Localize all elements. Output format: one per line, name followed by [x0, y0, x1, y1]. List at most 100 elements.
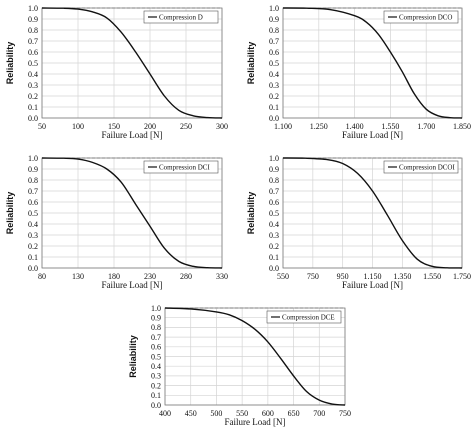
chart-4-ytick-label-6: 0.6	[269, 198, 279, 207]
chart-2-frame	[282, 7, 463, 119]
chart-2-xtick-label-1: 1.250	[310, 122, 328, 131]
chart-1-xlabel: Failure Load [N]	[102, 130, 163, 140]
chart-3-ylabel: Reliability	[5, 192, 15, 235]
chart-3-ytick-label-2: 0.2	[28, 242, 38, 251]
chart-3-xtick-label-3: 230	[144, 272, 156, 281]
chart-2-ytick-label-1: 0.1	[269, 103, 279, 112]
chart-5-ytick-label-0: 0.0	[151, 401, 161, 410]
chart-1-xtick-label-1: 100	[72, 122, 84, 131]
chart-3-ytick-label-5: 0.5	[28, 209, 38, 218]
chart-5-ytick-label-10: 1.0	[151, 304, 161, 313]
chart-5-ytick-label-1: 0.1	[151, 391, 161, 400]
chart-4-ytick-label-1: 0.1	[269, 253, 279, 262]
chart-2-xtick-label-0: 1.100	[274, 122, 292, 131]
chart-5-ytick-label-5: 0.5	[151, 352, 161, 361]
chart-1-ytick-label-9: 0.9	[28, 15, 38, 24]
chart-3-ytick-label-8: 0.8	[28, 176, 38, 185]
chart-5-ytick-label-8: 0.8	[151, 323, 161, 332]
chart-3-xtick-label-0: 80	[38, 272, 46, 281]
chart-3-ytick-label-7: 0.7	[28, 187, 38, 196]
chart-2-ytick-label-8: 0.8	[269, 26, 279, 35]
chart-4-ytick-label-7: 0.7	[269, 187, 279, 196]
chart-3-xlabel: Failure Load [N]	[102, 280, 163, 290]
chart-5-legend: Compression DCE	[266, 310, 342, 324]
chart-5-xtick-label-7: 750	[339, 409, 351, 418]
chart-4-ytick-label-3: 0.3	[269, 231, 279, 240]
chart-4-xtick-label-4: 1.350	[393, 272, 411, 281]
chart-4-ytick-label-0: 0.0	[269, 264, 279, 273]
chart-1-ytick-label-10: 1.0	[28, 4, 38, 13]
chart-5-ytick-label-7: 0.7	[151, 333, 161, 342]
chart-4-ytick-label-5: 0.5	[269, 209, 279, 218]
chart-2-ytick-label-2: 0.2	[269, 92, 279, 101]
chart-3-series-line-0	[41, 157, 223, 269]
chart-1-ytick-label-2: 0.2	[28, 92, 38, 101]
chart-2-xlabel: Failure Load [N]	[342, 130, 403, 140]
chart-3-ytick-label-3: 0.3	[28, 231, 38, 240]
chart-3-frame	[41, 157, 223, 269]
chart-2-ytick-label-5: 0.5	[269, 59, 279, 68]
chart-3: 0.0 0.1 0.2 0.3 0.4 0.5 0.6 0.7 0.8 0.9 1.0 80 130 18…	[5, 154, 228, 290]
chart-2-legend-label: Compression DCO	[399, 14, 452, 22]
chart-1-xtick-label-3: 200	[144, 122, 156, 131]
chart-5-xtick-label-1: 450	[185, 409, 197, 418]
chart-5-xlabel: Failure Load [N]	[225, 417, 286, 427]
chart-5-xtick-label-5: 650	[288, 409, 300, 418]
chart-4-xtick-label-6: 1.750	[453, 272, 471, 281]
chart-3-ytick-label-4: 0.4	[28, 220, 38, 229]
chart-1-series-line-0	[41, 7, 223, 119]
chart-5-legend-label: Compression DCE	[282, 314, 335, 322]
chart-1-xtick-label-2: 150	[108, 122, 120, 131]
chart-5-ytick-label-3: 0.3	[151, 372, 161, 381]
chart-4-xtick-label-1: 750	[307, 272, 319, 281]
chart-5-xtick-label-2: 500	[210, 409, 222, 418]
chart-3-ytick-label-0: 0.0	[28, 264, 38, 273]
chart-2: 0.0 0.1 0.2 0.3 0.4 0.5 0.6 0.7 0.8 0.9 1.0 1.100 1.…	[246, 4, 471, 140]
chart-4-legend-box	[383, 160, 459, 174]
chart-1-legend: Compression D	[143, 10, 219, 24]
chart-1-ytick-label-8: 0.8	[28, 26, 38, 35]
chart-3-legend-box	[143, 160, 219, 174]
chart-1: 0.0 0.1 0.2 0.3 0.4 0.5 0.6 0.7 0.8 0.9 1.0 50 100 15…	[5, 4, 228, 140]
chart-2-ytick-label-10: 1.0	[269, 4, 279, 13]
chart-3-ytick-label-9: 0.9	[28, 165, 38, 174]
chart-5-frame	[164, 307, 346, 406]
chart-1-ytick-label-0: 0.0	[28, 114, 38, 123]
chart-5-ytick-label-2: 0.2	[151, 381, 161, 390]
chart-3-xtick-label-1: 130	[72, 272, 84, 281]
chart-2-ytick-label-0: 0.0	[269, 114, 279, 123]
chart-2-xtick-label-5: 1.850	[453, 122, 471, 131]
chart-5-ytick-label-9: 0.9	[151, 314, 161, 323]
chart-5-xtick-label-0: 400	[159, 409, 171, 418]
chart-1-ytick-label-6: 0.6	[28, 48, 38, 57]
chart-4-ytick-label-8: 0.8	[269, 176, 279, 185]
chart-2-ytick-label-4: 0.4	[269, 70, 279, 79]
chart-2-ytick-label-6: 0.6	[269, 48, 279, 57]
chart-3-xtick-label-2: 180	[108, 272, 120, 281]
chart-1-xtick-label-5: 300	[216, 122, 228, 131]
chart-1-legend-box	[143, 10, 219, 24]
chart-5-xtick-label-4: 600	[262, 409, 274, 418]
chart-4-ytick-label-4: 0.4	[269, 220, 279, 229]
chart-1-ytick-label-7: 0.7	[28, 37, 38, 46]
chart-3-legend: Compression DCI	[143, 160, 219, 174]
chart-2-xtick-label-4: 1.700	[417, 122, 435, 131]
chart-4-frame	[282, 157, 463, 269]
chart-1-xtick-label-0: 50	[38, 122, 46, 131]
chart-2-legend-box	[383, 10, 459, 24]
chart-5-xtick-label-3: 550	[236, 409, 248, 418]
chart-2-ytick-label-3: 0.3	[269, 81, 279, 90]
chart-5-ytick-label-4: 0.4	[151, 362, 161, 371]
chart-3-xtick-label-5: 330	[216, 272, 228, 281]
chart-3-ytick-label-6: 0.6	[28, 198, 38, 207]
chart-4-ytick-label-2: 0.2	[269, 242, 279, 251]
chart-1-legend-label: Compression D	[159, 14, 203, 22]
chart-1-xtick-label-4: 250	[180, 122, 192, 131]
chart-4: 0.0 0.1 0.2 0.3 0.4 0.5 0.6 0.7 0.8 0.9 1.0 550 750 9…	[246, 154, 471, 290]
chart-1-ylabel: Reliability	[5, 42, 15, 85]
chart-5-ytick-label-6: 0.6	[151, 343, 161, 352]
chart-4-xtick-label-3: 1.150	[364, 272, 382, 281]
chart-3-legend-label: Compression DCI	[159, 164, 210, 172]
chart-5-legend-box	[266, 310, 342, 324]
chart-1-ytick-label-5: 0.5	[28, 59, 38, 68]
